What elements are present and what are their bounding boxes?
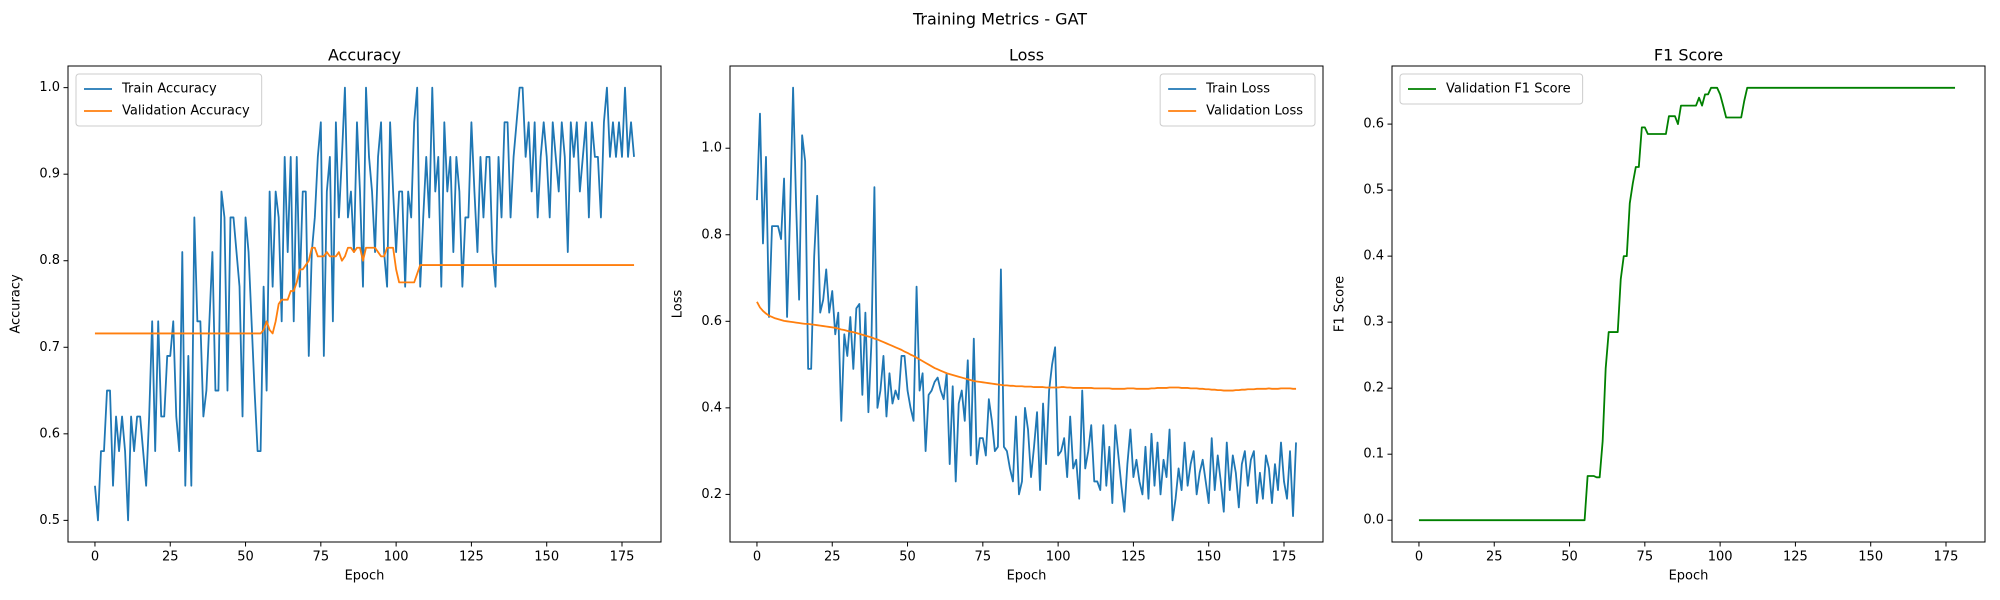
subplot-title: Accuracy bbox=[328, 46, 401, 65]
axes-frame bbox=[729, 65, 1324, 543]
x-tick-label: 75 bbox=[975, 550, 992, 565]
y-axis-label: F1 Score bbox=[1333, 276, 1348, 332]
y-tick-label: 0.0 bbox=[1363, 513, 1384, 528]
x-tick-label: 175 bbox=[1272, 550, 1297, 565]
x-tick-label: 150 bbox=[534, 550, 559, 565]
series-line bbox=[1418, 86, 1956, 522]
x-tick-label: 175 bbox=[1934, 550, 1959, 565]
x-tick-label: 125 bbox=[459, 550, 484, 565]
legend-box bbox=[75, 73, 263, 127]
series-line bbox=[94, 86, 635, 522]
y-tick-label: 0.4 bbox=[701, 400, 722, 415]
y-tick-label: 0.6 bbox=[1363, 117, 1384, 132]
x-tick-label: 100 bbox=[1046, 550, 1071, 565]
series-line bbox=[756, 86, 1297, 522]
y-tick-label: 1.0 bbox=[39, 80, 60, 95]
x-tick-label: 125 bbox=[1783, 550, 1808, 565]
subplot: F1 Score Epoch F1 Score 0 25 50 75 100 125 150 175… bbox=[1333, 46, 1986, 584]
x-tick-label: 0 bbox=[91, 550, 99, 565]
x-axis-label: Epoch bbox=[345, 569, 385, 584]
legend-box bbox=[1399, 73, 1584, 105]
y-axis-label: Loss bbox=[671, 290, 686, 319]
x-tick-label: 125 bbox=[1121, 550, 1146, 565]
series-line bbox=[756, 301, 1297, 392]
x-tick-label: 25 bbox=[824, 550, 841, 565]
legend: Train Accuracy Validation Accuracy bbox=[75, 73, 263, 127]
y-tick-label: 0.2 bbox=[1363, 381, 1384, 396]
x-axis-label: Epoch bbox=[1669, 569, 1709, 584]
y-tick-label: 0.2 bbox=[701, 487, 722, 502]
x-tick-label: 50 bbox=[899, 550, 916, 565]
axes-frame bbox=[67, 65, 662, 543]
x-tick-label: 100 bbox=[384, 550, 409, 565]
x-tick-label: 100 bbox=[1708, 550, 1733, 565]
y-tick-label: 0.3 bbox=[1363, 315, 1384, 330]
legend-label: Validation F1 Score bbox=[1446, 82, 1571, 97]
subplot-title: F1 Score bbox=[1654, 46, 1723, 65]
y-tick-label: 0.8 bbox=[39, 253, 60, 268]
x-tick-label: 75 bbox=[1637, 550, 1654, 565]
subplot: Loss Epoch Loss 0 25 50 75 100 125 150 175 0.2 0.4 0.… bbox=[671, 46, 1324, 584]
legend-label: Validation Loss bbox=[1206, 104, 1303, 119]
y-tick-label: 0.6 bbox=[39, 426, 60, 441]
axes-frame bbox=[1391, 65, 1986, 543]
y-tick-label: 0.5 bbox=[1363, 183, 1384, 198]
x-tick-label: 25 bbox=[162, 550, 179, 565]
y-tick-label: 0.1 bbox=[1363, 447, 1384, 462]
figure-title: Training Metrics - GAT bbox=[912, 10, 1087, 29]
x-tick-label: 50 bbox=[237, 550, 254, 565]
x-tick-label: 25 bbox=[1486, 550, 1503, 565]
y-tick-label: 0.8 bbox=[701, 227, 722, 242]
x-tick-label: 0 bbox=[753, 550, 761, 565]
x-tick-label: 175 bbox=[610, 550, 635, 565]
y-tick-label: 0.7 bbox=[39, 340, 60, 355]
y-tick-label: 0.5 bbox=[39, 513, 60, 528]
subplot: Accuracy Epoch Accuracy 0 25 50 75 100 125 150 175… bbox=[9, 46, 662, 584]
x-tick-label: 75 bbox=[313, 550, 330, 565]
legend-label: Train Accuracy bbox=[121, 82, 217, 97]
subplot-title: Loss bbox=[1009, 46, 1044, 65]
legend-box bbox=[1159, 73, 1316, 127]
y-tick-label: 0.9 bbox=[39, 167, 60, 182]
series-line bbox=[94, 246, 635, 335]
y-tick-label: 0.6 bbox=[701, 314, 722, 329]
x-axis-label: Epoch bbox=[1007, 569, 1047, 584]
x-tick-label: 50 bbox=[1561, 550, 1578, 565]
y-tick-label: 0.4 bbox=[1363, 249, 1384, 264]
legend-label: Validation Accuracy bbox=[122, 104, 250, 119]
legend: Train Loss Validation Loss bbox=[1159, 73, 1316, 127]
x-tick-label: 150 bbox=[1858, 550, 1883, 565]
x-tick-label: 0 bbox=[1415, 550, 1423, 565]
legend: Validation F1 Score bbox=[1399, 73, 1584, 105]
legend-label: Train Loss bbox=[1205, 82, 1270, 97]
y-tick-label: 1.0 bbox=[701, 141, 722, 156]
x-tick-label: 150 bbox=[1196, 550, 1221, 565]
y-axis-label: Accuracy bbox=[9, 274, 24, 334]
